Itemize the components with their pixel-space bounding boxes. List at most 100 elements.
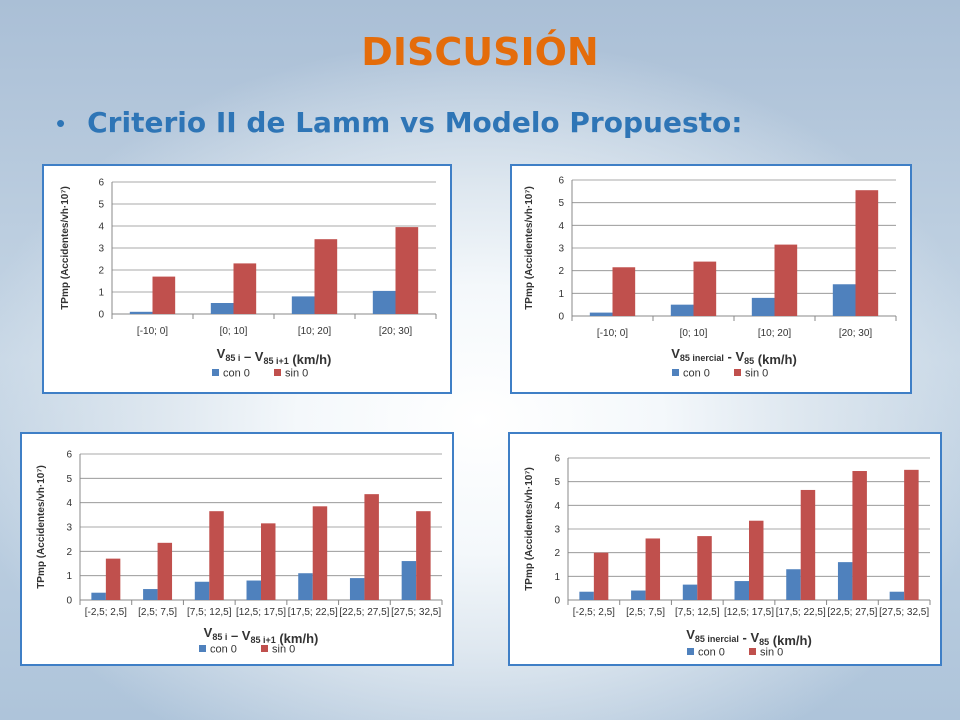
y-tick-label: 6 [558,176,564,187]
x-category-label: [-2,5; 2,5] [573,607,615,618]
bar-sin-0 [157,542,173,600]
x-category-label: [-2,5; 2,5] [85,607,127,618]
x-category-label: [20; 30] [379,326,413,337]
y-axis-title: TPmp (Accidentes/vh·10⁷) [524,467,535,591]
x-category-label: [10; 20] [298,326,332,337]
bar-con-0 [291,296,315,314]
x-category-label: [-10; 0] [137,326,168,337]
bar-sin-0 [904,469,919,600]
bar-sin-0 [364,494,379,600]
y-tick-label: 3 [554,525,560,536]
x-category-label: [17,5; 22,5] [288,607,338,618]
y-tick-label: 4 [554,501,560,512]
bar-sin-0 [152,276,176,314]
bar-con-0 [889,591,905,600]
x-category-label: [0; 10] [680,328,708,339]
bar-sin-0 [209,511,224,600]
y-tick-label: 0 [554,596,560,607]
bar-sin-0 [852,471,867,600]
x-axis-title: V85 i – V85 i+1 (km/h) [217,346,332,367]
bar-sin-0 [774,244,798,316]
x-category-label: [22,5; 27,5] [339,607,389,618]
y-tick-label: 1 [558,289,564,300]
y-tick-label: 6 [66,450,72,461]
bullet-dot-icon: • [56,107,66,138]
legend-swatch [687,648,694,655]
bar-sin-0 [105,558,121,600]
x-category-label: [20; 30] [839,328,873,339]
y-tick-label: 4 [66,498,72,509]
bar-sin-0 [697,536,712,600]
x-category-label: [10; 20] [758,328,792,339]
x-category-label: [22,5; 27,5] [827,607,877,618]
x-category-label: [7,5; 12,5] [187,607,232,618]
legend-swatch [274,369,281,376]
legend-swatch [261,645,268,652]
bar-con-0 [210,303,234,314]
bar-chart-3: 0 1 2 3 4 5 6 [-2,5; 2,5] [2,5; 7,5] [7,5; 12,5] [… [36,450,443,656]
legend-label: sin 0 [760,647,783,659]
x-category-label: [12,5; 17,5] [724,607,774,618]
y-tick-label: 3 [66,523,72,534]
x-category-label: [27,5; 32,5] [879,607,929,618]
y-tick-label: 1 [554,572,560,583]
x-axis-title: V85 i – V85 i+1 (km/h) [204,625,319,646]
bar-sin-0 [593,552,609,600]
bar-sin-0 [800,489,816,600]
bar-chart-2: 0 1 2 3 4 5 6 [-10; 0] [0; 10] [10; 20] [20; 30] TP… [524,176,897,380]
bar-con-0 [670,304,694,316]
bar-con-0 [786,569,801,600]
y-tick-label: 2 [66,547,72,558]
x-category-label: [17,5; 22,5] [776,607,826,618]
bar-con-0 [631,590,646,600]
bar-sin-0 [855,190,879,316]
legend-label: sin 0 [272,644,295,656]
bar-con-0 [298,573,313,600]
bar-sin-0 [645,538,661,600]
bar-con-0 [349,578,365,600]
bar-sin-0 [416,511,431,600]
bullet-text: Criterio II de Lamm vs Modelo Propuesto: [87,106,743,139]
legend-label: con 0 [223,368,250,380]
chart-panel-2: 0 1 2 3 4 5 6 [-10; 0] [0; 10] [10; 20] [20; 30] TP… [510,164,912,394]
x-category-label: [2,5; 7,5] [626,607,665,618]
bar-sin-0 [749,520,764,600]
bullet-point: • Criterio II de Lamm vs Modelo Propuest… [56,106,742,139]
bar-con-0 [129,311,153,314]
legend-swatch [199,645,206,652]
y-tick-label: 0 [558,312,564,323]
bar-con-0 [372,290,396,314]
x-category-label: [0; 10] [220,326,248,337]
bar-con-0 [751,297,775,316]
chart-panel-1: 0 1 2 3 4 5 6 [-10; 0] [0; 10] [10; 20] [20; 30] TP… [42,164,452,394]
bar-sin-0 [312,506,328,600]
bar-con-0 [401,561,417,600]
y-axis-title: TPmp (Accidentes/vh·10⁷) [524,186,535,310]
y-axis-title: TPmp (Accidentes/vh·10⁷) [60,186,71,310]
bar-sin-0 [693,261,717,316]
bar-con-0 [682,584,698,600]
x-category-label: [-10; 0] [597,328,628,339]
bar-sin-0 [314,239,338,314]
y-tick-label: 6 [554,454,560,465]
legend-label: con 0 [210,644,237,656]
bar-sin-0 [612,267,636,316]
y-tick-label: 5 [558,198,564,209]
y-tick-label: 3 [558,244,564,255]
x-category-label: [27,5; 32,5] [391,607,441,618]
bar-chart-1: 0 1 2 3 4 5 6 [-10; 0] [0; 10] [10; 20] [20; 30] TP… [60,178,437,380]
x-axis-title: V85 inercial - V85 (km/h) [686,627,812,648]
y-tick-label: 2 [558,266,564,277]
y-tick-label: 3 [98,244,104,255]
bar-con-0 [246,580,261,600]
y-tick-label: 5 [554,477,560,488]
chart-panel-3: 0 1 2 3 4 5 6 [-2,5; 2,5] [2,5; 7,5] [7,5; 12,5] [… [20,432,454,666]
legend-swatch [672,369,679,376]
bar-sin-0 [261,523,276,600]
legend-label: sin 0 [745,368,768,380]
y-axis-title: TPmp (Accidentes/vh·10⁷) [36,465,47,589]
x-category-label: [2,5; 7,5] [138,607,177,618]
bar-con-0 [579,591,594,600]
y-tick-label: 1 [98,288,104,299]
slide-title: DISCUSIÓN [361,30,599,74]
